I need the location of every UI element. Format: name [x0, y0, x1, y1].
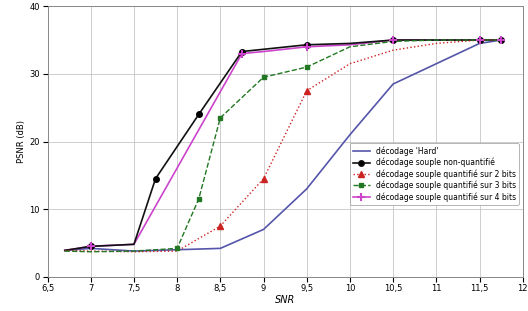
Y-axis label: PSNR (dB): PSNR (dB) — [17, 120, 26, 163]
X-axis label: SNR: SNR — [275, 295, 295, 305]
Legend: décodage 'Hard', décodage souple non-quantifié, décodage souple quantifié sur 2 : décodage 'Hard', décodage souple non-qua… — [350, 143, 519, 205]
